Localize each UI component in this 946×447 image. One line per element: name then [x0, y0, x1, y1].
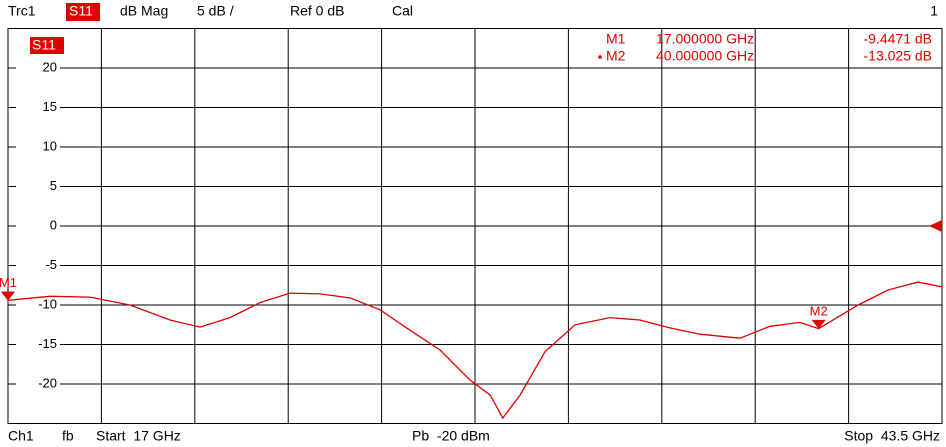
marker-triangle — [1, 291, 15, 301]
y-tick-label: -20 — [38, 375, 57, 390]
power: Pb -20 dBm — [412, 428, 490, 444]
trace-name: Trc1 — [8, 3, 36, 19]
start: Start 17 GHz — [96, 428, 181, 444]
marker-readout-name: M2 — [606, 48, 626, 64]
marker-triangle — [811, 319, 826, 329]
cal: Cal — [392, 3, 413, 19]
scale: 5 dB / — [197, 3, 234, 19]
trace — [7, 281, 943, 420]
marker-readout-y: -9.4471 dB — [864, 31, 933, 47]
ref-level-marker — [929, 220, 942, 232]
marker-readout-x: 40.000000 GHz — [656, 48, 754, 64]
marker-readout-y: -13.025 dB — [864, 48, 933, 64]
y-tick-label: 5 — [50, 178, 57, 193]
y-tick-label: -5 — [45, 257, 57, 272]
y-tick-label: 0 — [50, 217, 57, 232]
window-number: 1 — [930, 3, 938, 19]
channel: Ch1 — [8, 428, 34, 444]
marker-label: M1 — [0, 275, 17, 290]
param: S11 — [69, 3, 93, 19]
mode: fb — [62, 428, 74, 444]
y-tick-label: 20 — [43, 59, 57, 74]
param-box — [66, 3, 100, 21]
y-tick-label: -15 — [38, 336, 57, 351]
stop: Stop 43.5 GHz — [844, 428, 940, 444]
marker-label: M2 — [810, 303, 828, 318]
y-tick-label: 10 — [43, 138, 57, 153]
active-marker-dot — [598, 55, 602, 59]
y-tick-label: -10 — [38, 296, 57, 311]
marker-readout-x: 17.000000 GHz — [656, 31, 754, 47]
trace-label: S11 — [32, 37, 56, 53]
marker-readout-name: M1 — [606, 31, 626, 47]
trace-label-box — [30, 37, 64, 54]
ref: Ref 0 dB — [290, 3, 344, 19]
y-tick-label: 15 — [43, 99, 57, 114]
format: dB Mag — [120, 3, 168, 19]
